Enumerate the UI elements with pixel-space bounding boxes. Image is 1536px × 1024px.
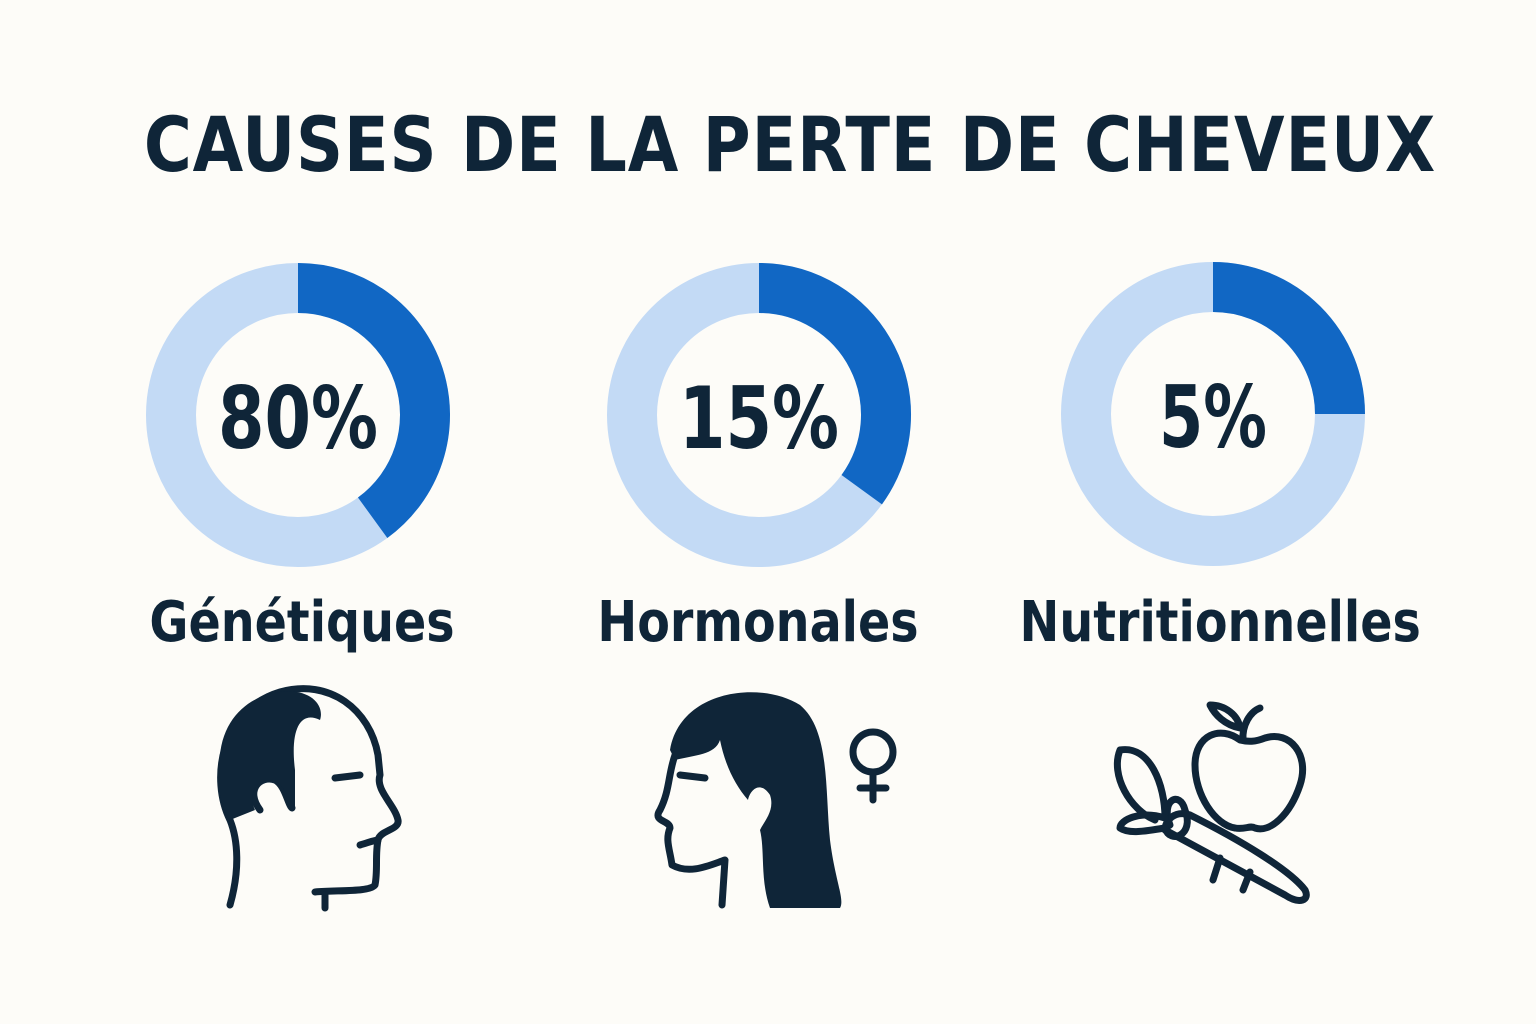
category-label-genetiques: Génétiques bbox=[149, 590, 455, 655]
donut-value-label: 15% bbox=[679, 369, 839, 469]
bald-head-icon bbox=[217, 685, 402, 912]
donut-1: 15% bbox=[607, 263, 911, 567]
apple-carrot-icon bbox=[1113, 701, 1310, 904]
category-label-hormonales: Hormonales bbox=[597, 590, 919, 655]
donut-value-label: 5% bbox=[1159, 368, 1267, 468]
donut-filled-arc bbox=[758, 263, 911, 505]
donut-filled-arc bbox=[297, 263, 450, 538]
woman-female-symbol-icon bbox=[654, 692, 897, 909]
donut-filled-arc bbox=[1212, 262, 1365, 415]
donut-2: 5% bbox=[1061, 262, 1365, 566]
donut-value-label: 80% bbox=[218, 369, 378, 469]
category-label-nutritionnelles: Nutritionnelles bbox=[1019, 590, 1421, 655]
donut-0: 80% bbox=[146, 263, 450, 567]
chart-title: CAUSES DE LA PERTE DE CHEVEUX bbox=[143, 100, 1437, 189]
